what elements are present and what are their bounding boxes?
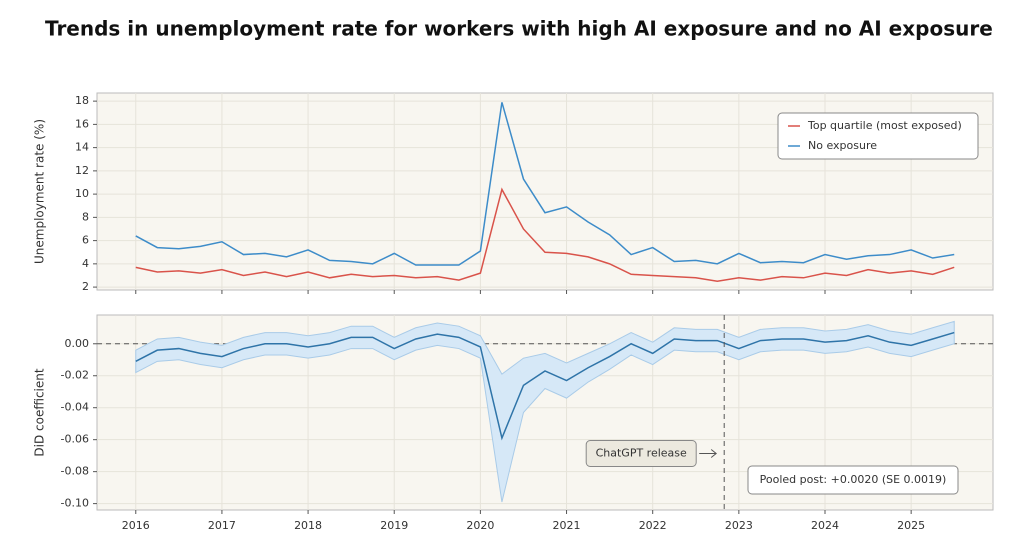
- y-axis-label: Unemployment rate (%): [33, 119, 47, 264]
- x-tick-label: 2018: [294, 519, 322, 532]
- series-line: [135, 331, 955, 441]
- annotation-box: [585, 440, 697, 467]
- x-tick-label: 2021: [553, 519, 581, 532]
- arrow-head: [710, 449, 718, 458]
- series-line: [135, 102, 955, 266]
- y-tick-label: 2: [82, 280, 89, 293]
- y-tick-label: -0.02: [61, 369, 89, 382]
- y-tick-label: 0.00: [65, 337, 90, 350]
- y-tick-label: 18: [75, 94, 89, 107]
- x-tick-label: 2019: [380, 519, 408, 532]
- x-tick-label: 2023: [725, 519, 753, 532]
- note: Pooled post: +0.0020 (SE 0.0019): [760, 473, 947, 486]
- x-tick-label: 2016: [122, 519, 150, 532]
- y-tick-label: -0.10: [61, 497, 89, 510]
- note-box: [747, 465, 959, 495]
- legend-label: Top quartile (most exposed): [807, 119, 962, 132]
- legend-label: No exposure: [808, 139, 877, 152]
- x-tick-label: 2025: [897, 519, 925, 532]
- y-axis-label: DiD coefficient: [33, 368, 47, 456]
- legend-box: [777, 112, 979, 160]
- event-label: ChatGPT release: [596, 447, 687, 460]
- x-tick-label: 2017: [208, 519, 236, 532]
- confidence-band: [135, 320, 955, 503]
- y-tick-label: 12: [75, 164, 89, 177]
- y-tick-label: 16: [75, 117, 89, 130]
- x-tick-label: 2020: [466, 519, 494, 532]
- y-tick-label: 14: [75, 141, 89, 154]
- y-tick-label: 4: [82, 257, 89, 270]
- y-tick-label: -0.08: [61, 465, 89, 478]
- x-tick-label: 2022: [639, 519, 667, 532]
- x-tick-label: 2024: [811, 519, 839, 532]
- y-tick-label: -0.04: [61, 401, 89, 414]
- y-tick-label: 10: [75, 187, 89, 200]
- y-tick-label: -0.06: [61, 433, 89, 446]
- y-tick-label: 6: [82, 234, 89, 247]
- chart-title: Trends in unemployment rate for workers …: [45, 17, 993, 41]
- series-line: [135, 187, 955, 283]
- y-tick-label: 8: [82, 210, 89, 223]
